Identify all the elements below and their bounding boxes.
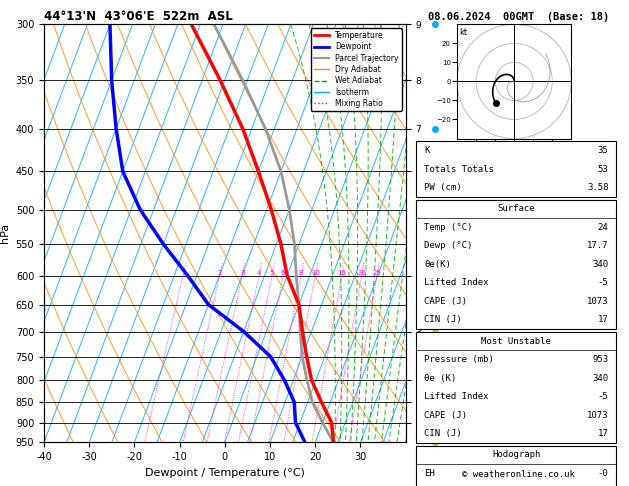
Text: Dewp (°C): Dewp (°C)	[425, 242, 473, 250]
Text: 3.58: 3.58	[587, 183, 608, 192]
Text: 2: 2	[218, 270, 222, 276]
Text: 340: 340	[593, 260, 608, 269]
Text: CIN (J): CIN (J)	[425, 429, 462, 438]
Text: 20: 20	[357, 270, 366, 276]
Text: 953: 953	[593, 355, 608, 364]
Legend: Temperature, Dewpoint, Parcel Trajectory, Dry Adiabat, Wet Adiabat, Isotherm, Mi: Temperature, Dewpoint, Parcel Trajectory…	[311, 28, 402, 111]
Text: 4: 4	[257, 270, 261, 276]
Text: 1: 1	[181, 270, 185, 276]
Text: 53: 53	[598, 165, 608, 174]
Text: 44°13'N  43°06'E  522m  ASL: 44°13'N 43°06'E 522m ASL	[44, 10, 233, 23]
Text: 17: 17	[598, 429, 608, 438]
Text: 25: 25	[372, 270, 381, 276]
Text: EH: EH	[425, 469, 435, 478]
Text: Lifted Index: Lifted Index	[425, 392, 489, 401]
Text: 24: 24	[598, 223, 608, 232]
Text: θe (K): θe (K)	[425, 374, 457, 382]
Text: -5: -5	[598, 392, 608, 401]
Text: Totals Totals: Totals Totals	[425, 165, 494, 174]
Text: -0: -0	[598, 469, 608, 478]
Text: PW (cm): PW (cm)	[425, 183, 462, 192]
X-axis label: Dewpoint / Temperature (°C): Dewpoint / Temperature (°C)	[145, 468, 305, 478]
Text: Pressure (mb): Pressure (mb)	[425, 355, 494, 364]
Text: 1073: 1073	[587, 297, 608, 306]
Y-axis label: hPa: hPa	[0, 223, 10, 243]
Text: Lifted Index: Lifted Index	[425, 278, 489, 287]
Text: © weatheronline.co.uk: © weatheronline.co.uk	[462, 469, 576, 479]
Text: 10: 10	[311, 270, 320, 276]
Text: 340: 340	[593, 374, 608, 382]
Text: CAPE (J): CAPE (J)	[425, 411, 467, 419]
Text: 1073: 1073	[587, 411, 608, 419]
Text: Surface: Surface	[498, 205, 535, 213]
Text: 5: 5	[270, 270, 274, 276]
Text: 8: 8	[299, 270, 303, 276]
Text: θe(K): θe(K)	[425, 260, 451, 269]
Text: 08.06.2024  00GMT  (Base: 18): 08.06.2024 00GMT (Base: 18)	[428, 12, 610, 22]
Text: kt: kt	[459, 28, 467, 37]
Text: Hodograph: Hodograph	[493, 451, 540, 459]
Text: 17: 17	[598, 315, 608, 324]
Text: 3: 3	[240, 270, 245, 276]
Text: -5: -5	[598, 278, 608, 287]
Text: 6: 6	[281, 270, 286, 276]
Text: CIN (J): CIN (J)	[425, 315, 462, 324]
Text: K: K	[425, 146, 430, 155]
Text: 17.7: 17.7	[587, 242, 608, 250]
Text: 15: 15	[338, 270, 347, 276]
Text: Temp (°C): Temp (°C)	[425, 223, 473, 232]
Y-axis label: km
ASL: km ASL	[443, 223, 462, 244]
Text: Most Unstable: Most Unstable	[481, 337, 552, 346]
Text: 35: 35	[598, 146, 608, 155]
Text: CAPE (J): CAPE (J)	[425, 297, 467, 306]
